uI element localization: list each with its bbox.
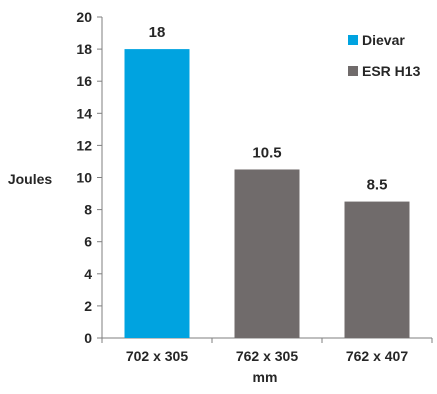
y-tick-label: 10: [76, 170, 92, 186]
bar-esr-h13: [344, 201, 410, 338]
y-axis-ticks: 0 2 4 6 8 10 12 14 16 18 20: [76, 9, 102, 346]
y-tick-label: 20: [76, 9, 92, 25]
legend-label: ESR H13: [362, 63, 421, 79]
y-tick-label: 8: [84, 202, 92, 218]
bars: [124, 49, 410, 338]
x-tick-label: 702 x 305: [126, 348, 188, 364]
x-axis-label: mm: [253, 369, 278, 385]
y-tick-label: 2: [84, 298, 92, 314]
data-label: 8.5: [367, 177, 388, 194]
legend-label: Dievar: [362, 32, 405, 48]
data-label: 10.5: [252, 144, 281, 161]
y-tick-label: 16: [76, 73, 92, 89]
bar-esr-h13: [234, 169, 300, 338]
x-axis-ticks: 702 x 305 762 x 305 762 x 407: [101, 338, 433, 364]
bar-dievar: [124, 49, 190, 338]
x-tick-label: 762 x 305: [236, 348, 298, 364]
y-tick-label: 4: [84, 266, 92, 282]
data-label: 18: [149, 24, 166, 41]
y-tick-label: 0: [84, 330, 92, 346]
y-tick-label: 18: [76, 41, 92, 57]
y-tick-label: 6: [84, 234, 92, 250]
legend-swatch: [348, 35, 358, 45]
x-tick-label: 762 x 407: [346, 348, 408, 364]
legend-swatch: [348, 66, 358, 76]
legend: Dievar ESR H13: [348, 32, 421, 79]
y-tick-label: 14: [76, 105, 92, 121]
data-labels: 18 10.5 8.5: [149, 24, 388, 193]
y-axis-label: Joules: [8, 171, 53, 187]
y-tick-label: 12: [76, 137, 92, 153]
